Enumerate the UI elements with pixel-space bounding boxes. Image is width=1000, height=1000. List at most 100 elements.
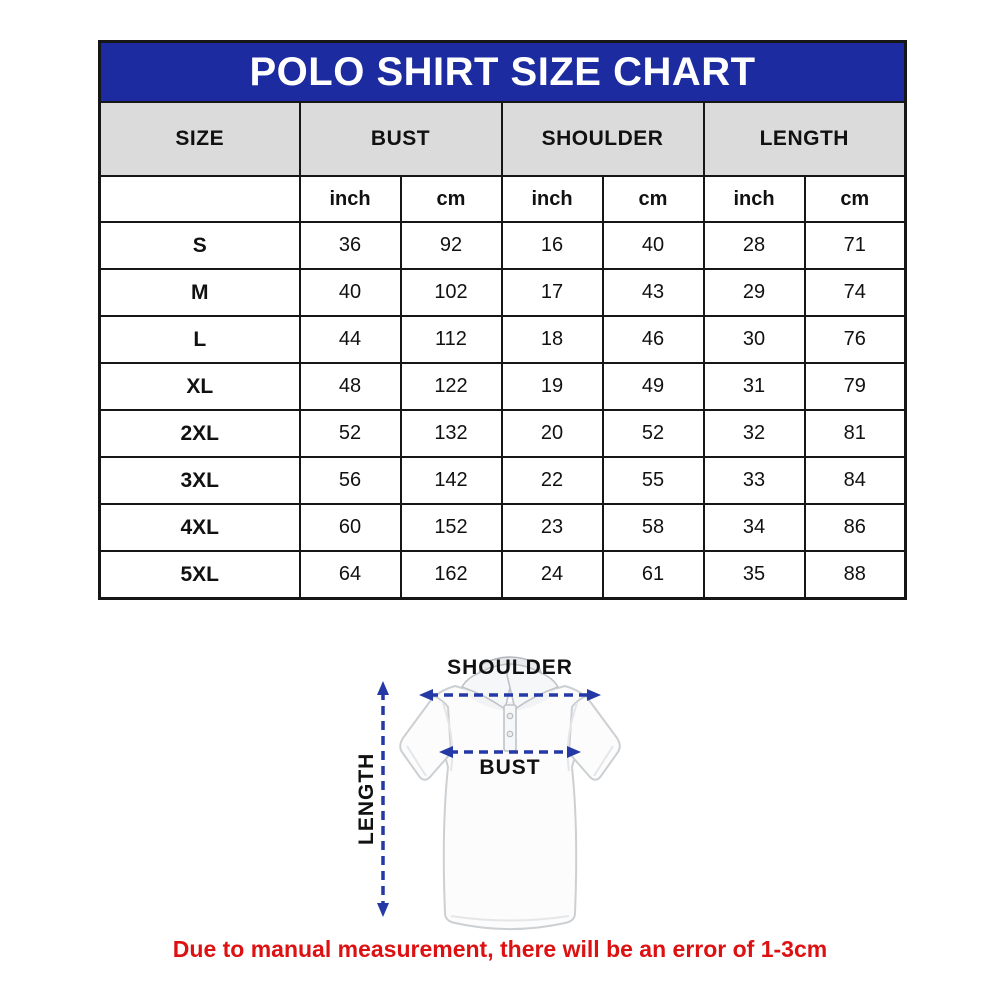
size-label: M	[98, 268, 301, 317]
bust-inch-value: 64	[298, 550, 402, 600]
unit-header-spacer	[98, 175, 301, 223]
sleeve-hem-left	[406, 745, 427, 777]
bust-cm-value: 102	[399, 268, 503, 317]
shoulder-arrowhead-right	[587, 689, 601, 701]
armhole-seam-left	[442, 702, 454, 772]
col-header-length: LENGTH	[702, 101, 907, 177]
table-row-l: L 44 112 18 46 30 76	[98, 315, 907, 364]
shoulder-cm-value: 61	[601, 550, 705, 600]
bust-arrowhead-right	[567, 746, 581, 758]
shoulder-inch-value: 23	[500, 503, 604, 552]
bust-cm-value: 142	[399, 456, 503, 505]
shoulder-inch-value: 20	[500, 409, 604, 458]
table-row-s: S 36 92 16 40 28 71	[98, 221, 907, 270]
unit-header-row: inch cm inch cm inch cm	[98, 175, 907, 223]
bust-cm-value: 152	[399, 503, 503, 552]
shirt-sleeve-right	[568, 695, 621, 781]
unit-header-length-inch: inch	[702, 175, 806, 223]
length-cm-value: 88	[803, 550, 907, 600]
bust-inch-value: 44	[298, 315, 402, 364]
size-label: 5XL	[98, 550, 301, 600]
shoulder-inch-value: 22	[500, 456, 604, 505]
shoulder-arrowhead-left	[419, 689, 433, 701]
size-label: 2XL	[98, 409, 301, 458]
polo-shirt-illustration	[377, 656, 621, 930]
length-inch-value: 33	[702, 456, 806, 505]
length-inch-value: 35	[702, 550, 806, 600]
shoulder-inch-value: 19	[500, 362, 604, 411]
table-row-5xl: 5XL 64 162 24 61 35 88	[98, 550, 907, 600]
placket	[503, 704, 517, 752]
unit-header-bust-cm: cm	[399, 175, 503, 223]
table-row-4xl: 4XL 60 152 23 58 34 86	[98, 503, 907, 552]
collar-shadow	[462, 687, 558, 711]
shoulder-cm-value: 55	[601, 456, 705, 505]
bust-inch-value: 36	[298, 221, 402, 270]
group-header-row: SIZE BUST SHOULDER LENGTH	[98, 101, 907, 177]
bust-inch-value: 52	[298, 409, 402, 458]
measurement-diagram: SHOULDER BUST LENGTH	[355, 645, 685, 945]
measurement-disclaimer: Due to manual measurement, there will be…	[172, 936, 828, 962]
col-header-bust: BUST	[298, 101, 503, 177]
length-cm-value: 79	[803, 362, 907, 411]
shoulder-inch-value: 16	[500, 221, 604, 270]
sleeve-hem-right	[593, 745, 614, 777]
length-inch-value: 30	[702, 315, 806, 364]
shoulder-cm-value: 43	[601, 268, 705, 317]
bust-inch-value: 60	[298, 503, 402, 552]
unit-header-bust-inch: inch	[298, 175, 402, 223]
bust-inch-value: 48	[298, 362, 402, 411]
length-cm-value: 76	[803, 315, 907, 364]
button-bottom	[506, 730, 514, 738]
bust-cm-value: 112	[399, 315, 503, 364]
length-cm-value: 84	[803, 456, 907, 505]
shoulder-inch-value: 17	[500, 268, 604, 317]
table-row-3xl: 3XL 56 142 22 55 33 84	[98, 456, 907, 505]
title-row: POLO SHIRT SIZE CHART	[98, 40, 907, 103]
size-label: XL	[98, 362, 301, 411]
unit-header-shoulder-cm: cm	[601, 175, 705, 223]
table-row-xl: XL 48 122 19 49 31 79	[98, 362, 907, 411]
shoulder-inch-value: 18	[500, 315, 604, 364]
table-row-m: M 40 102 17 43 29 74	[98, 268, 907, 317]
bust-cm-value: 162	[399, 550, 503, 600]
shoulder-cm-value: 40	[601, 221, 705, 270]
shoulder-measure-label: SHOULDER	[447, 656, 573, 679]
bust-cm-value: 92	[399, 221, 503, 270]
bottom-hem-seam	[450, 915, 570, 922]
unit-header-shoulder-inch: inch	[500, 175, 604, 223]
length-inch-value: 34	[702, 503, 806, 552]
shoulder-cm-value: 46	[601, 315, 705, 364]
bust-cm-value: 122	[399, 362, 503, 411]
chart-title: POLO SHIRT SIZE CHART	[98, 40, 907, 103]
table-row-2xl: 2XL 52 132 20 52 32 81	[98, 409, 907, 458]
length-measure-label: LENGTH	[355, 752, 378, 845]
bust-inch-value: 56	[298, 456, 402, 505]
collar-flap-left	[461, 663, 514, 710]
unit-header-length-cm: cm	[803, 175, 907, 223]
length-arrowhead-bottom	[377, 903, 389, 917]
shoulder-cm-value: 58	[601, 503, 705, 552]
bust-arrowhead-left	[439, 746, 453, 758]
button-top	[506, 712, 514, 720]
col-header-shoulder: SHOULDER	[500, 101, 705, 177]
length-inch-value: 32	[702, 409, 806, 458]
length-inch-value: 31	[702, 362, 806, 411]
length-inch-value: 29	[702, 268, 806, 317]
bust-cm-value: 132	[399, 409, 503, 458]
length-cm-value: 81	[803, 409, 907, 458]
length-arrowhead-top	[377, 681, 389, 695]
shirt-sleeve-left	[399, 695, 452, 781]
shoulder-cm-value: 49	[601, 362, 705, 411]
bust-measure-label: BUST	[479, 756, 541, 779]
length-inch-value: 28	[702, 221, 806, 270]
length-cm-value: 74	[803, 268, 907, 317]
size-label: L	[98, 315, 301, 364]
shoulder-cm-value: 52	[601, 409, 705, 458]
length-cm-value: 86	[803, 503, 907, 552]
size-label: 3XL	[98, 456, 301, 505]
bust-inch-value: 40	[298, 268, 402, 317]
col-header-size: SIZE	[98, 101, 301, 177]
armhole-seam-right	[566, 702, 578, 772]
